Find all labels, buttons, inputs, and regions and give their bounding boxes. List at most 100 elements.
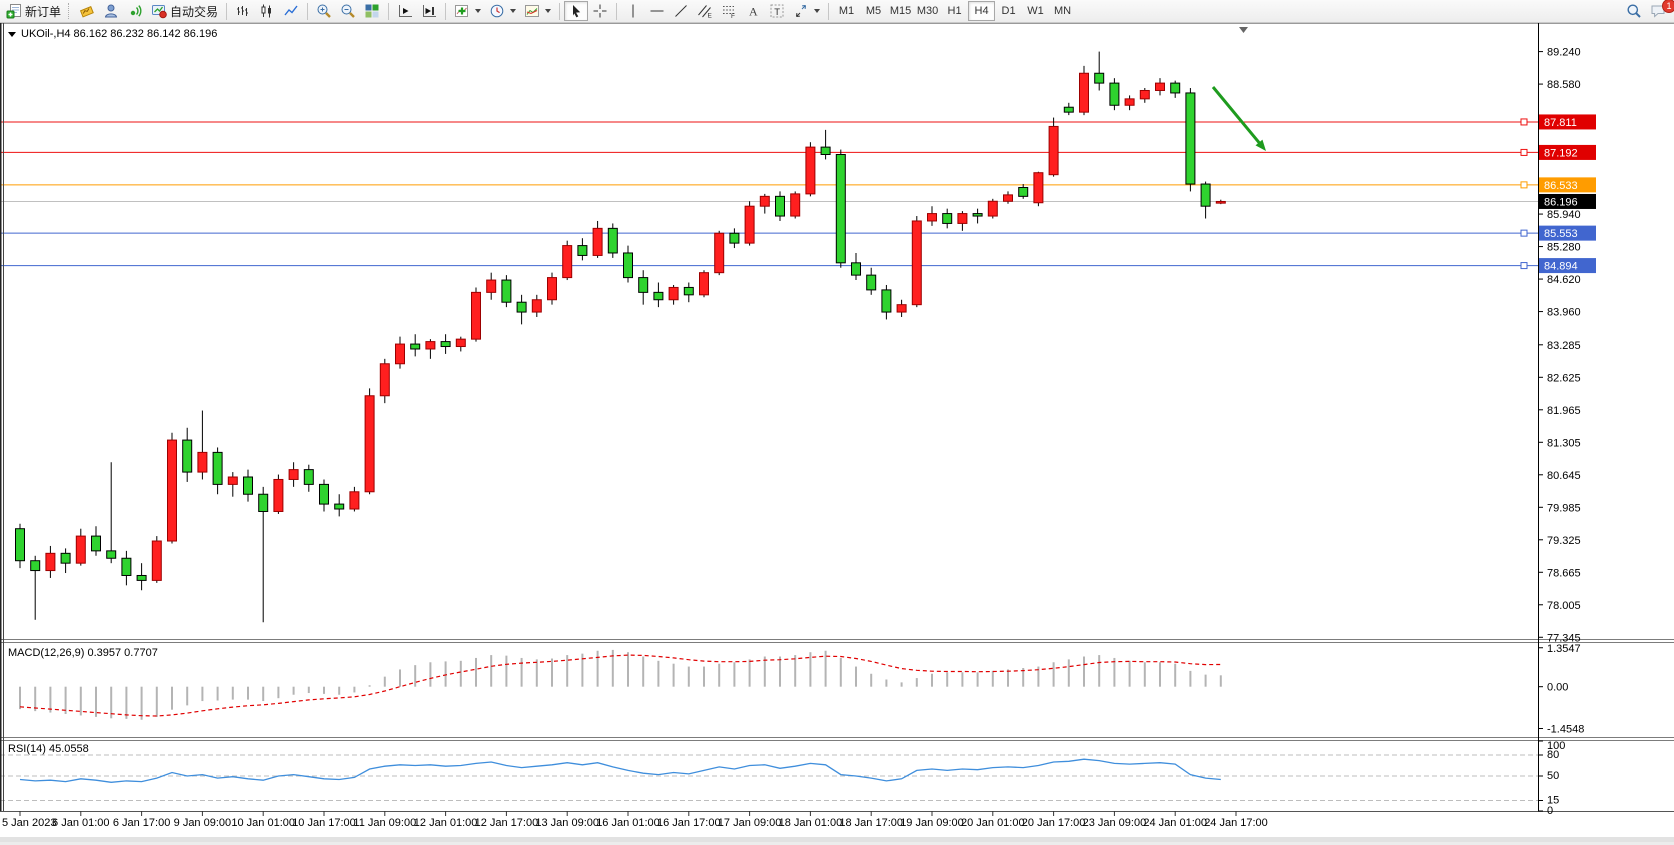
bottom-margin xyxy=(0,837,1674,842)
fibonacci-icon: F xyxy=(721,3,737,19)
svg-text:6 Jan 01:00: 6 Jan 01:00 xyxy=(52,817,110,829)
svg-text:87.192: 87.192 xyxy=(1544,147,1578,159)
toolbar-separator xyxy=(559,2,561,20)
price-axis[interactable]: 89.240 88.580 85.940 85.280 84.620 83.960 83.2… xyxy=(1538,47,1596,645)
chart-shift-icon xyxy=(421,3,437,19)
svg-text:0: 0 xyxy=(1547,805,1553,817)
text-label-icon: T xyxy=(769,3,785,19)
svg-text:18 Jan 01:00: 18 Jan 01:00 xyxy=(779,817,843,829)
zoom-in-button[interactable] xyxy=(312,1,336,21)
chart-area: UKOil-,H4 86.162 86.232 86.142 86.196 MA… xyxy=(0,23,1674,842)
zoom-in-icon xyxy=(316,3,332,19)
text-label-button[interactable]: T xyxy=(765,1,789,21)
svg-text:11 Jan 09:00: 11 Jan 09:00 xyxy=(353,817,416,829)
svg-text:77.345: 77.345 xyxy=(1547,632,1581,644)
svg-text:T: T xyxy=(774,7,780,18)
chart-title: UKOil-,H4 86.162 86.232 86.142 86.196 xyxy=(8,28,217,40)
tile-windows-icon xyxy=(364,3,380,19)
macd-series xyxy=(19,649,1222,720)
cursor-button[interactable] xyxy=(564,1,589,21)
svg-text:6 Jan 17:00: 6 Jan 17:00 xyxy=(113,817,171,829)
timeframe-button-m5[interactable]: M5 xyxy=(860,1,887,21)
candle-chart-icon xyxy=(259,3,275,19)
search-icon xyxy=(1626,3,1642,19)
toolbar-separator xyxy=(388,2,390,20)
svg-text:12 Jan 17:00: 12 Jan 17:00 xyxy=(475,817,539,829)
periods-button[interactable] xyxy=(485,1,520,21)
cursor-icon xyxy=(568,3,584,19)
horizontal-line-button[interactable] xyxy=(645,1,669,21)
fibonacci-button[interactable]: F xyxy=(717,1,741,21)
svg-text:10 Jan 01:00: 10 Jan 01:00 xyxy=(231,817,295,829)
timeframe-button-mn[interactable]: MN xyxy=(1049,1,1076,21)
timeframe-button-w1[interactable]: W1 xyxy=(1022,1,1049,21)
vertical-line-button[interactable] xyxy=(621,1,645,21)
trendline-button[interactable] xyxy=(669,1,693,21)
price-level-lines[interactable] xyxy=(0,118,1538,270)
svg-text:19 Jan 09:00: 19 Jan 09:00 xyxy=(900,817,964,829)
line-chart-icon xyxy=(283,3,299,19)
new-chart-icon xyxy=(79,3,95,19)
line-chart-button[interactable] xyxy=(279,1,303,21)
profile-icon xyxy=(103,3,119,19)
notification-badge[interactable]: 1 xyxy=(1662,0,1674,13)
timeframe-button-m15[interactable]: M15 xyxy=(887,1,914,21)
trendline-icon xyxy=(673,3,689,19)
price-chart[interactable]: 89.240 88.580 85.940 85.280 84.620 83.960 83.2… xyxy=(0,23,1674,842)
autotrading-label: 自动交易 xyxy=(170,4,219,19)
profile-button[interactable] xyxy=(99,1,123,21)
bar-chart-icon xyxy=(235,3,251,19)
indicators-button[interactable] xyxy=(450,1,485,21)
rsi-label: RSI(14) 45.0558 xyxy=(8,743,89,755)
svg-text:100: 100 xyxy=(1547,740,1565,752)
signal-button[interactable] xyxy=(123,1,147,21)
periods-icon xyxy=(489,3,505,19)
horizontal-line-icon xyxy=(649,3,665,19)
timeframe-button-m30[interactable]: M30 xyxy=(914,1,941,21)
zoom-out-button[interactable] xyxy=(336,1,360,21)
toolbar-separator xyxy=(828,2,830,20)
text-button[interactable]: A xyxy=(741,1,765,21)
tile-windows-button[interactable] xyxy=(360,1,384,21)
arrow-objects-button[interactable] xyxy=(789,1,824,21)
svg-text:0.00: 0.00 xyxy=(1547,682,1568,694)
crosshair-button[interactable] xyxy=(588,1,612,21)
svg-text:78.665: 78.665 xyxy=(1547,567,1581,579)
chart-title-collapse-icon[interactable] xyxy=(8,31,16,37)
timeframe-button-h1[interactable]: H1 xyxy=(941,1,968,21)
svg-text:82.625: 82.625 xyxy=(1547,372,1581,384)
auto-scroll-button[interactable] xyxy=(393,1,417,21)
autotrading-button[interactable]: 自动交易 xyxy=(147,1,222,21)
timeframe-button-m1[interactable]: M1 xyxy=(833,1,860,21)
svg-text:78.005: 78.005 xyxy=(1547,600,1581,612)
arrow-objects-icon xyxy=(793,3,809,19)
auto-scroll-icon xyxy=(397,3,413,19)
templates-button[interactable] xyxy=(520,1,555,21)
channel-button[interactable]: E xyxy=(693,1,717,21)
pane-borders xyxy=(0,23,1674,812)
trend-arrow-annotation[interactable] xyxy=(1211,86,1266,151)
svg-text:80: 80 xyxy=(1547,749,1559,761)
chart-shift-button[interactable] xyxy=(417,1,441,21)
svg-text:84.620: 84.620 xyxy=(1547,274,1581,286)
search-button[interactable] xyxy=(1622,1,1646,21)
candle-chart-button[interactable] xyxy=(255,1,279,21)
new-chart-button[interactable] xyxy=(75,1,99,21)
svg-text:24 Jan 01:00: 24 Jan 01:00 xyxy=(1143,817,1207,829)
toolbar-grip xyxy=(68,3,72,19)
timeframe-button-h4[interactable]: H4 xyxy=(968,1,996,21)
arrow-head-icon xyxy=(1255,139,1266,151)
bar-chart-button[interactable] xyxy=(231,1,255,21)
timeframe-button-d1[interactable]: D1 xyxy=(995,1,1022,21)
indicators-caret-icon xyxy=(475,9,482,13)
svg-text:23 Jan 09:00: 23 Jan 09:00 xyxy=(1083,817,1147,829)
chart-shift-marker[interactable] xyxy=(1239,27,1248,33)
templates-icon xyxy=(524,3,540,19)
svg-text:5 Jan 2023: 5 Jan 2023 xyxy=(2,817,56,829)
chart-background xyxy=(0,23,1674,837)
new-order-button[interactable]: 新订单 xyxy=(2,1,65,21)
crosshair-icon xyxy=(592,3,608,19)
svg-text:86.196: 86.196 xyxy=(1544,196,1578,208)
svg-text:86.533: 86.533 xyxy=(1544,180,1578,192)
